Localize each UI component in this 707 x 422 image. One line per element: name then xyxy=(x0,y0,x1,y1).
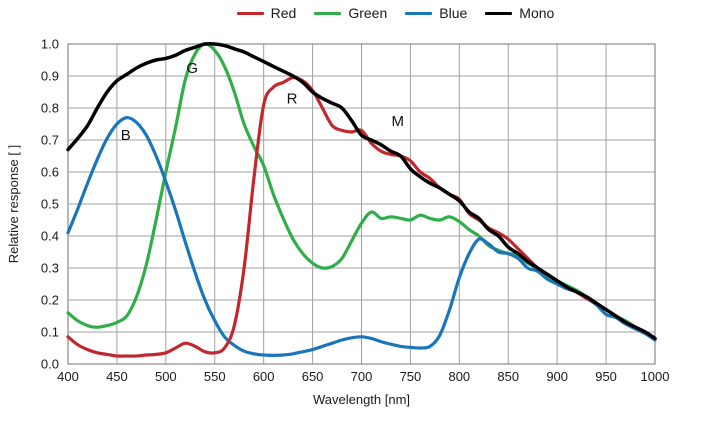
legend-swatch-green xyxy=(314,11,342,15)
x-tick-label: 400 xyxy=(57,369,79,384)
x-tick-label: 700 xyxy=(351,369,373,384)
y-tick-label: 0.4 xyxy=(41,229,59,244)
legend-item-red: Red xyxy=(236,5,297,21)
legend-label: Red xyxy=(270,5,297,21)
x-tick-label: 850 xyxy=(497,369,519,384)
x-tick-label: 900 xyxy=(546,369,568,384)
curve-mono xyxy=(66,41,657,341)
y-tick-label: 1.0 xyxy=(41,37,59,52)
y-tick-label: 0.9 xyxy=(41,69,59,84)
x-tick-label: 800 xyxy=(448,369,470,384)
legend-label: Mono xyxy=(519,5,555,21)
x-tick-label: 550 xyxy=(204,369,226,384)
y-tick-label: 0.6 xyxy=(41,165,59,180)
x-tick-label: 600 xyxy=(253,369,275,384)
y-tick-label: 0.1 xyxy=(41,325,59,340)
legend-item-mono: Mono xyxy=(485,5,554,21)
curve-label-g: G xyxy=(186,60,198,77)
y-tick-label: 0.8 xyxy=(41,101,59,116)
curve-label-r: R xyxy=(287,90,298,107)
y-tick-label: 0.5 xyxy=(41,197,59,212)
legend-item-blue: Blue xyxy=(405,5,467,21)
legend-swatch-red xyxy=(236,11,264,15)
y-tick-label: 0.0 xyxy=(41,357,59,372)
y-tick-label: 0.2 xyxy=(41,293,59,308)
x-tick-label: 1000 xyxy=(641,369,670,384)
legend-label: Blue xyxy=(439,5,468,21)
x-tick-label: 500 xyxy=(155,369,177,384)
curve-blue xyxy=(66,115,657,357)
legend-item-green: Green xyxy=(314,5,387,21)
y-tick-label: 0.7 xyxy=(41,133,59,148)
legend-label: Green xyxy=(348,5,388,21)
curve-label-b: B xyxy=(121,127,131,144)
x-tick-label: 950 xyxy=(595,369,617,384)
plot-border xyxy=(67,43,656,365)
legend-swatch-mono xyxy=(485,11,513,15)
x-axis-title: Wavelength [nm] xyxy=(312,392,411,407)
chart-legend: Red Green Blue Mono xyxy=(0,5,707,21)
x-tick-label: 450 xyxy=(106,369,128,384)
x-tick-label: 650 xyxy=(302,369,324,384)
curve-label-m: M xyxy=(391,113,404,130)
y-tick-label: 0.3 xyxy=(41,261,59,276)
legend-swatch-blue xyxy=(405,11,433,15)
x-tick-label: 750 xyxy=(400,369,422,384)
